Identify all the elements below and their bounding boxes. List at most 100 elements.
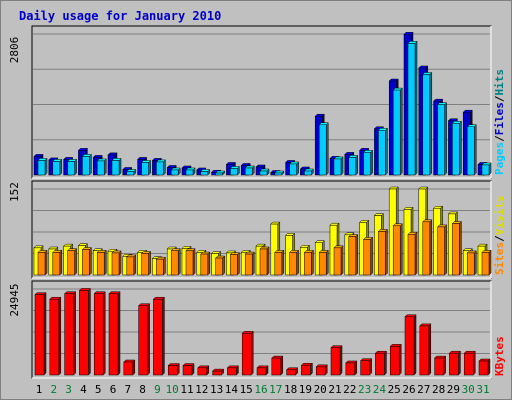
bar-files — [333, 156, 344, 176]
x-tick-label: 7 — [124, 383, 131, 396]
x-tick-label: 29 — [447, 383, 460, 396]
bar-sites — [229, 252, 241, 276]
bar-kbytes — [300, 362, 314, 376]
bar-kbytes — [330, 345, 343, 376]
bar-files — [451, 120, 463, 176]
bar-files — [436, 102, 448, 176]
bar-files — [422, 71, 433, 176]
x-tick-label: 6 — [110, 383, 117, 396]
bar-sites — [126, 254, 137, 276]
bar-files — [140, 159, 152, 176]
bar-kbytes — [419, 323, 432, 376]
bar-files — [96, 158, 107, 176]
bar-files — [126, 168, 137, 176]
bar-kbytes — [271, 355, 284, 376]
x-tick-label: 12 — [195, 383, 208, 396]
x-tick-label: 26 — [402, 383, 415, 396]
bar-kbytes — [241, 330, 254, 376]
x-tick-label: 4 — [80, 383, 87, 396]
bar-sites — [407, 231, 418, 276]
x-tick-label: 27 — [417, 383, 430, 396]
bar-kbytes — [315, 364, 328, 376]
bar-files — [466, 124, 477, 176]
bar-sites — [155, 256, 167, 276]
bar-sites — [140, 250, 152, 276]
bar-files — [481, 162, 492, 176]
bar-kbytes — [152, 296, 166, 376]
bar-kbytes — [34, 292, 47, 376]
bar-sites — [377, 228, 389, 276]
x-tick-label: 5 — [95, 383, 102, 396]
bar-sites — [333, 245, 344, 276]
bar-sites — [274, 249, 285, 276]
bar-sites — [318, 249, 329, 276]
bar-sites — [66, 248, 78, 276]
bar-sites — [466, 250, 477, 276]
x-tick-label: 17 — [269, 383, 282, 396]
y-max-label-top: 2806 — [8, 37, 21, 64]
bar-kbytes — [359, 358, 373, 376]
bar-files — [288, 161, 300, 176]
x-tick-label: 9 — [154, 383, 161, 396]
bar-sites — [288, 249, 300, 276]
bar-sites — [111, 250, 122, 276]
bar-sites — [214, 255, 226, 276]
legend-pages: Pages — [493, 142, 506, 175]
bar-kbytes — [463, 350, 476, 376]
bar-kbytes — [49, 296, 62, 376]
bar-kbytes — [345, 360, 358, 376]
bar-kbytes — [404, 314, 417, 376]
bar-files — [81, 153, 93, 176]
bar-kbytes — [78, 287, 92, 376]
legend-kbytes: KBytes — [493, 336, 506, 376]
bar-files — [274, 170, 285, 176]
bar-files — [37, 157, 48, 176]
bar-files — [348, 154, 359, 176]
x-tick-label: 19 — [299, 383, 312, 396]
bar-sites — [170, 248, 181, 276]
bar-kbytes — [123, 359, 136, 376]
x-tick-label: 13 — [210, 383, 223, 396]
bar-files — [111, 157, 122, 176]
bar-kbytes — [211, 368, 225, 376]
bar-kbytes — [63, 291, 77, 376]
bar-kbytes — [93, 291, 106, 376]
bar-sites — [185, 248, 196, 276]
x-tick-label: 8 — [139, 383, 146, 396]
bar-files — [200, 168, 211, 176]
x-tick-label: 30 — [462, 383, 475, 396]
bar-kbytes — [182, 362, 195, 376]
x-tick-label: 18 — [284, 383, 297, 396]
legend-visits: Visits — [493, 196, 506, 236]
bar-sites — [37, 249, 48, 276]
legend-hits: Hits — [493, 69, 506, 96]
bar-kbytes — [448, 350, 462, 376]
legend-pages-files-hits: Pages/Files/Hits — [493, 69, 506, 175]
bar-files — [259, 168, 270, 176]
bar-files — [155, 159, 167, 176]
bar-files — [303, 168, 315, 176]
legend-sites: Sites — [493, 242, 506, 275]
bar-sites — [392, 223, 403, 276]
bar-kbytes — [478, 358, 491, 376]
bar-kbytes — [226, 365, 240, 376]
bar-sites — [259, 246, 270, 276]
x-tick-label: 2 — [50, 383, 57, 396]
bar-kbytes — [374, 350, 388, 376]
x-tick-label: 21 — [328, 383, 341, 396]
bar-sites — [96, 249, 107, 276]
bar-kbytes — [256, 365, 269, 376]
bar-files — [407, 40, 418, 176]
x-tick-label: 25 — [388, 383, 401, 396]
x-tick-label: 3 — [65, 383, 72, 396]
bar-sites — [81, 246, 93, 276]
x-tick-label: 14 — [225, 383, 239, 396]
bar-kbytes — [285, 367, 299, 376]
y-max-label-bot: 24945 — [8, 283, 21, 316]
bar-sites — [303, 249, 315, 276]
bar-files — [318, 122, 329, 176]
bar-files — [392, 87, 403, 176]
bar-kbytes — [137, 303, 151, 376]
bar-files — [66, 158, 78, 176]
